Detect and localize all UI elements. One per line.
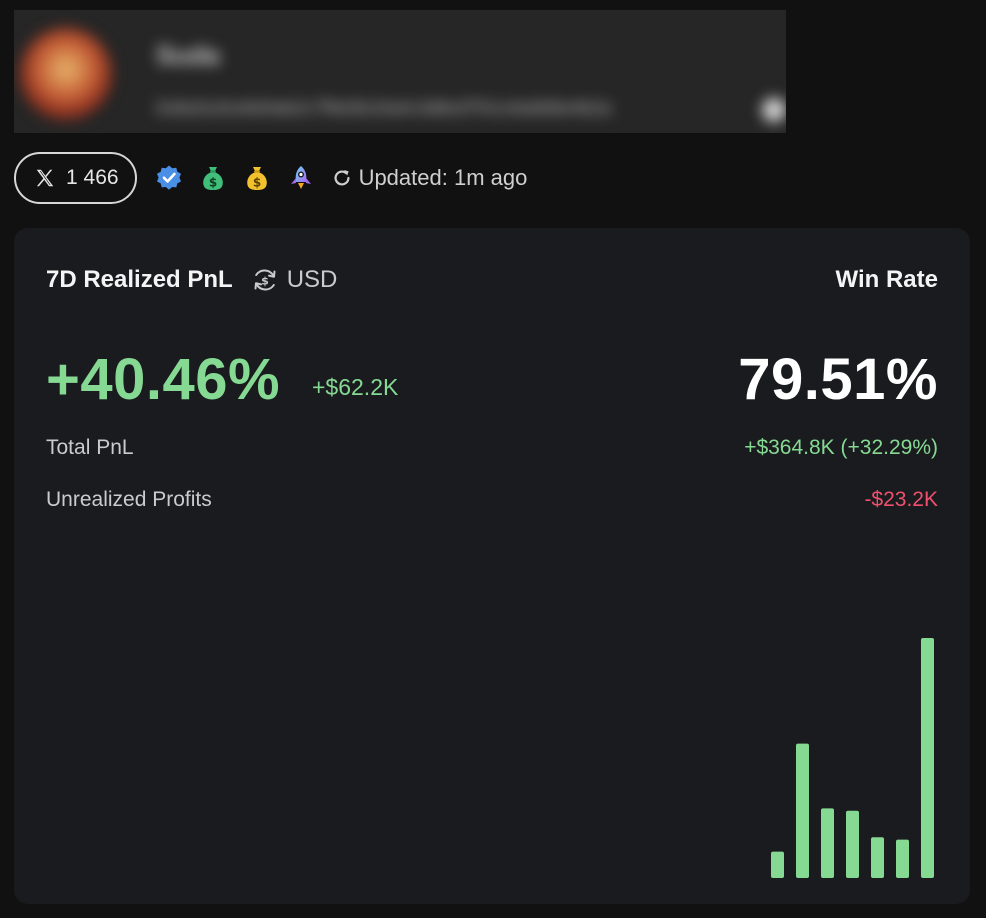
avatar[interactable] <box>20 28 112 120</box>
rocket-icon[interactable] <box>287 164 315 192</box>
refresh-icon <box>334 170 350 186</box>
last-updated-text: Updated: 1m ago <box>358 165 528 190</box>
pnl-card: 7D Realized PnL $ USD Win Rate +40.46% +… <box>14 228 970 904</box>
unrealized-profits-value: -$23.2K <box>864 488 938 511</box>
win-rate-title: Win Rate <box>835 266 938 293</box>
win-rate-value: 79.51% <box>738 347 938 412</box>
card-header: 7D Realized PnL $ USD Win Rate <box>46 266 938 294</box>
x-logo-icon <box>36 169 54 187</box>
pnl-bar[interactable] <box>871 837 884 878</box>
pnl-bar[interactable] <box>846 810 859 878</box>
x-followers-count: 1 466 <box>66 166 119 189</box>
realized-pnl-percent: +40.46% <box>46 347 281 412</box>
profile-header: Suda 0x8a3cd1e6d4ab2c7f9e5b10a4c3d8e2f7b… <box>14 10 786 133</box>
total-pnl-value: +$364.8K (+32.29%) <box>744 436 938 459</box>
pnl-title: 7D Realized PnL <box>46 266 233 293</box>
svg-text:$: $ <box>208 176 216 190</box>
pnl-bar[interactable] <box>771 851 784 878</box>
svg-text:$: $ <box>252 176 260 190</box>
currency-swap-icon: $ <box>254 269 276 291</box>
unrealized-profits-label: Unrealized Profits <box>46 488 212 511</box>
gold-money-bag-icon[interactable]: $ <box>243 164 271 192</box>
last-updated[interactable]: Updated: 1m ago <box>331 165 528 191</box>
total-pnl-label: Total PnL <box>46 436 134 459</box>
green-money-bag-icon[interactable]: $ <box>199 164 227 192</box>
profile-blur-layer: Suda 0x8a3cd1e6d4ab2c7f9e5b10a4c3d8e2f7b… <box>14 10 786 133</box>
pnl-bar[interactable] <box>796 743 809 878</box>
badge-row: 1 466 $ $ <box>14 152 527 204</box>
realized-pnl-usd: +$62.2K <box>312 374 399 400</box>
copy-icon[interactable] <box>762 98 786 122</box>
svg-text:$: $ <box>261 275 269 288</box>
pnl-bar[interactable] <box>896 839 909 878</box>
currency-label: USD <box>286 266 338 293</box>
pnl-bar[interactable] <box>821 808 834 878</box>
profile-name: Suda <box>156 40 220 70</box>
verified-icon[interactable] <box>155 164 183 192</box>
unrealized-profits-row: Unrealized Profits -$23.2K <box>46 488 938 512</box>
pnl-bar[interactable] <box>921 638 934 878</box>
currency-toggle[interactable]: $ USD <box>251 266 338 294</box>
pnl-bar-chart <box>771 638 934 878</box>
x-followers-button[interactable]: 1 466 <box>14 152 137 204</box>
wallet-address: 0x8a3cd1e6d4ab2c7f9e5b10a4c3d8e2f7b1c6a9… <box>156 98 612 118</box>
total-pnl-row: Total PnL +$364.8K (+32.29%) <box>46 436 938 460</box>
